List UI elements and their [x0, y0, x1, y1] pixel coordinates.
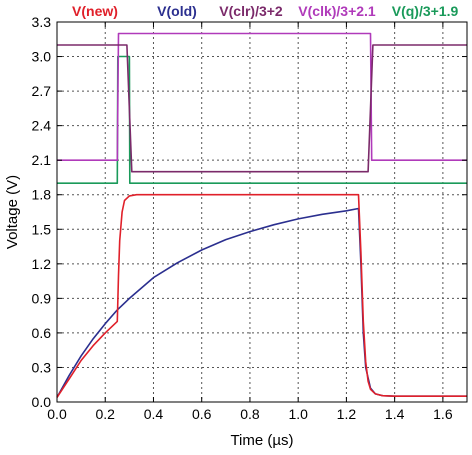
series-line-v-q-3-1-9 — [57, 55, 467, 184]
y-tick-label: 0.0 — [32, 394, 52, 410]
y-tick-label: 3.3 — [32, 14, 52, 30]
legend-item: V(q)/3+1.9 — [392, 3, 459, 19]
legend: V(new) V(old) V(clr)/3+2 V(clk)/3+2.1 V(q)/3… — [72, 3, 458, 19]
x-tick-label: 0.0 — [47, 406, 67, 422]
x-axis-label: Time (µs) — [230, 432, 293, 449]
y-tick-label: 1.8 — [32, 187, 52, 203]
series-layer — [56, 32, 467, 398]
series-line-v-clk-3-2-1 — [57, 32, 467, 161]
y-tick-label: 2.1 — [32, 152, 52, 168]
legend-item: V(clk)/3+2.1 — [298, 3, 376, 19]
y-tick-label: 3.0 — [32, 49, 52, 65]
y-axis-label: Voltage (V) — [4, 175, 21, 249]
x-tick-label: 0.2 — [96, 406, 116, 422]
y-tick-label: 0.3 — [32, 359, 52, 375]
legend-item: V(old) — [157, 3, 197, 19]
x-tick-label: 1.4 — [385, 406, 405, 422]
x-tick-label: 1.0 — [288, 406, 308, 422]
plot-frame — [56, 21, 468, 403]
y-tick-label: 0.9 — [32, 290, 52, 306]
x-tick-label: 1.6 — [433, 406, 453, 422]
y-tick-label: 1.5 — [32, 221, 52, 237]
legend-item: V(new) — [72, 3, 118, 19]
x-tick-label: 0.4 — [144, 406, 164, 422]
x-tick-label: 0.6 — [192, 406, 212, 422]
y-tick-label: 0.6 — [32, 325, 52, 341]
y-tick-label: 2.4 — [32, 118, 52, 134]
x-tick-label: 0.8 — [240, 406, 260, 422]
x-tick-label: 1.2 — [337, 406, 357, 422]
series-line-v-new — [56, 193, 467, 398]
y-tick-label: 2.7 — [32, 83, 52, 99]
series-line-v-clr-3-2 — [57, 44, 467, 173]
legend-item: V(clr)/3+2 — [219, 3, 283, 19]
y-tick-label: 1.2 — [32, 256, 52, 272]
axis-ticks: 0.0 0.3 0.6 0.9 1.2 1.5 1.8 2.1 2.4 2.7 3.0 3.3 0.0 0… — [32, 14, 467, 422]
